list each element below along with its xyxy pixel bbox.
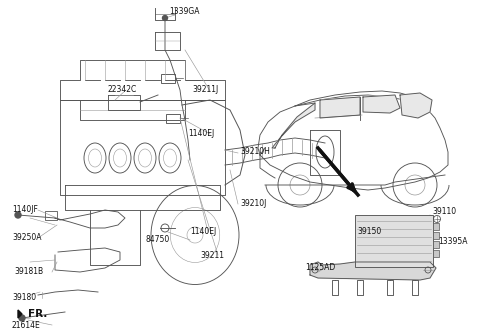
Text: 39250A: 39250A <box>12 234 41 242</box>
Bar <box>433 223 439 230</box>
Text: 39180: 39180 <box>12 294 36 302</box>
Bar <box>45 211 57 220</box>
Text: 39150: 39150 <box>357 228 381 236</box>
Polygon shape <box>363 95 400 113</box>
Text: 39210H: 39210H <box>240 148 270 156</box>
Bar <box>433 241 439 248</box>
Text: 39110: 39110 <box>432 208 456 216</box>
Text: 39211J: 39211J <box>192 86 218 94</box>
Text: 39211: 39211 <box>200 251 224 259</box>
Polygon shape <box>18 310 22 318</box>
Text: 84750: 84750 <box>145 236 169 244</box>
Bar <box>433 250 439 257</box>
Polygon shape <box>272 103 315 148</box>
Text: 1140EJ: 1140EJ <box>188 130 214 138</box>
Text: FR.: FR. <box>28 309 48 319</box>
Text: 13395A: 13395A <box>438 237 468 247</box>
Text: 1339GA: 1339GA <box>169 8 200 16</box>
Bar <box>355 215 433 267</box>
Text: 22342C: 22342C <box>108 86 137 94</box>
Text: 39210J: 39210J <box>240 199 266 209</box>
Polygon shape <box>310 262 436 280</box>
Text: 21614E: 21614E <box>12 320 41 328</box>
Polygon shape <box>350 185 358 195</box>
Bar <box>161 73 175 83</box>
Bar <box>166 113 180 122</box>
Circle shape <box>163 15 168 20</box>
Circle shape <box>15 212 21 218</box>
Text: 1140JF: 1140JF <box>12 206 38 215</box>
Circle shape <box>19 315 25 321</box>
Polygon shape <box>320 97 360 118</box>
Text: 1125AD: 1125AD <box>305 263 335 273</box>
Text: 39181B: 39181B <box>14 268 43 277</box>
Bar <box>433 232 439 239</box>
Polygon shape <box>400 93 432 118</box>
Text: 1140EJ: 1140EJ <box>190 228 216 236</box>
